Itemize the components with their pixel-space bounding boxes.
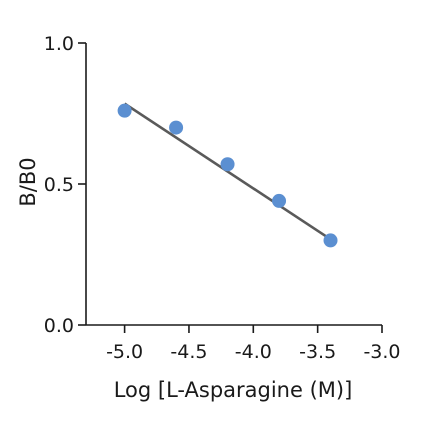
x-tick-label: -4.5 [170, 341, 207, 363]
x-tick-label: -5.0 [106, 341, 143, 363]
axes [85, 43, 382, 326]
ticks: 0.0 0.5 1.0 -5.0 -4.5 -4.0 -3.5 -3.0 [44, 33, 401, 363]
y-axis-title: B/B0 [16, 157, 40, 206]
y-tick-label: 0.5 [44, 174, 74, 196]
data-point [169, 120, 184, 135]
data-point [220, 157, 235, 172]
data-points [117, 103, 338, 248]
y-tick-label: 0.0 [44, 315, 74, 337]
data-point [117, 103, 132, 118]
x-tick-label: -4.0 [235, 341, 272, 363]
y-tick-label: 1.0 [44, 33, 74, 55]
data-point [323, 233, 338, 248]
x-tick-label: -3.5 [299, 341, 336, 363]
x-axis-title: Log [L-Asparagine (M)] [114, 378, 353, 402]
x-tick-label: -3.0 [363, 341, 400, 363]
data-point [272, 193, 287, 208]
